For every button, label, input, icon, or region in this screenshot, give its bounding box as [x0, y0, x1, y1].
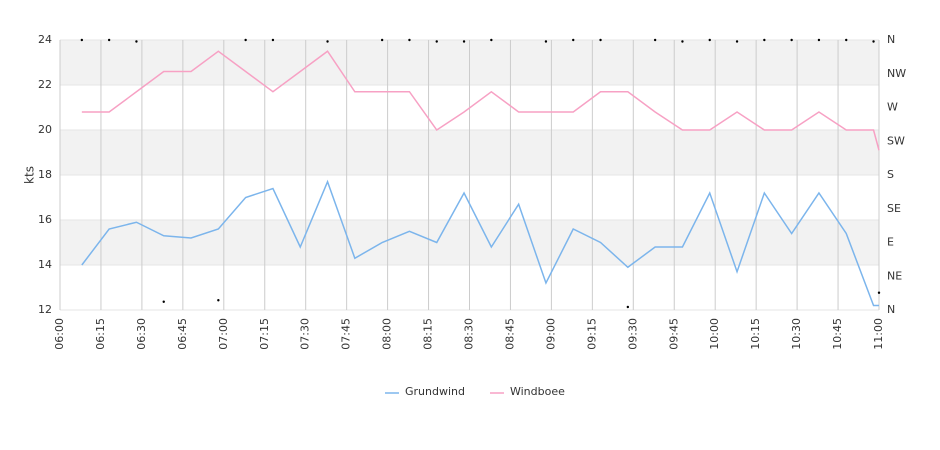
y2-tick-label: E: [887, 236, 894, 249]
x-tick-label: 07:00: [217, 318, 230, 350]
y-tick-label: 18: [38, 168, 52, 181]
direction-marker: [271, 38, 275, 42]
direction-marker: [326, 40, 329, 43]
direction-marker: [380, 38, 384, 42]
x-tick-label: 07:45: [340, 318, 353, 350]
x-tick-label: 08:45: [503, 318, 516, 350]
legend-label: Grundwind: [405, 385, 465, 398]
x-tick-label: 07:15: [258, 318, 271, 350]
direction-marker: [107, 38, 111, 42]
direction-marker: [790, 38, 793, 42]
direction-marker: [217, 299, 220, 302]
y2-tick-label: S: [887, 168, 894, 181]
x-tick-label: 08:15: [422, 318, 435, 350]
y-tick-label: 16: [38, 213, 52, 226]
legend-label: Windboee: [510, 385, 565, 398]
direction-marker: [408, 38, 411, 42]
x-tick-label: 09:15: [585, 318, 598, 350]
x-tick-label: 06:30: [135, 318, 148, 350]
y-tick-label: 12: [38, 303, 52, 316]
x-tick-label: 11:00: [872, 318, 885, 350]
direction-marker: [599, 38, 602, 42]
x-tick-label: 09:30: [626, 318, 639, 350]
direction-marker: [735, 40, 739, 43]
series-line: [81, 50, 880, 151]
x-tick-label: 10:30: [790, 318, 803, 350]
y2-tick-label: SE: [887, 202, 901, 215]
direction-marker: [626, 305, 630, 309]
direction-marker: [845, 38, 848, 42]
direction-marker: [544, 40, 548, 43]
y-axis-label: kts: [23, 166, 37, 184]
x-tick-label: 08:30: [463, 318, 476, 350]
y2-tick-label: N: [887, 33, 895, 46]
x-tick-label: 09:00: [544, 318, 557, 350]
direction-marker: [462, 40, 466, 43]
y-tick-label: 20: [38, 123, 52, 136]
direction-marker: [681, 40, 684, 43]
y2-tick-label: W: [887, 101, 898, 114]
x-tick-label: 07:30: [299, 318, 312, 350]
direction-marker: [435, 40, 438, 43]
y2-tick-label: NE: [887, 269, 902, 282]
direction-marker: [244, 38, 247, 42]
y-tick-label: 22: [38, 78, 52, 91]
direction-marker: [490, 38, 493, 42]
direction-marker: [135, 40, 138, 43]
x-tick-label: 10:00: [708, 318, 721, 350]
direction-marker: [572, 38, 575, 42]
x-tick-label: 06:00: [53, 318, 66, 350]
direction-marker: [877, 291, 881, 294]
y-tick-label: 24: [38, 33, 52, 46]
y-tick-label: 14: [38, 258, 52, 271]
x-tick-label: 09:45: [667, 318, 680, 350]
x-tick-label: 06:45: [176, 318, 189, 350]
y2-tick-label: NW: [887, 67, 906, 80]
y2-tick-label: SW: [887, 134, 905, 147]
y2-tick-label: N: [887, 303, 895, 316]
direction-marker: [872, 40, 875, 43]
direction-marker: [80, 38, 84, 42]
direction-marker: [708, 38, 711, 42]
direction-marker: [653, 38, 657, 42]
direction-marker: [763, 38, 766, 42]
direction-marker: [162, 300, 165, 303]
direction-marker: [817, 38, 821, 42]
x-tick-label: 06:15: [94, 318, 107, 350]
x-tick-label: 10:15: [749, 318, 762, 350]
x-tick-label: 10:45: [831, 318, 844, 350]
x-tick-label: 08:00: [381, 318, 394, 350]
series-line: [81, 179, 879, 307]
